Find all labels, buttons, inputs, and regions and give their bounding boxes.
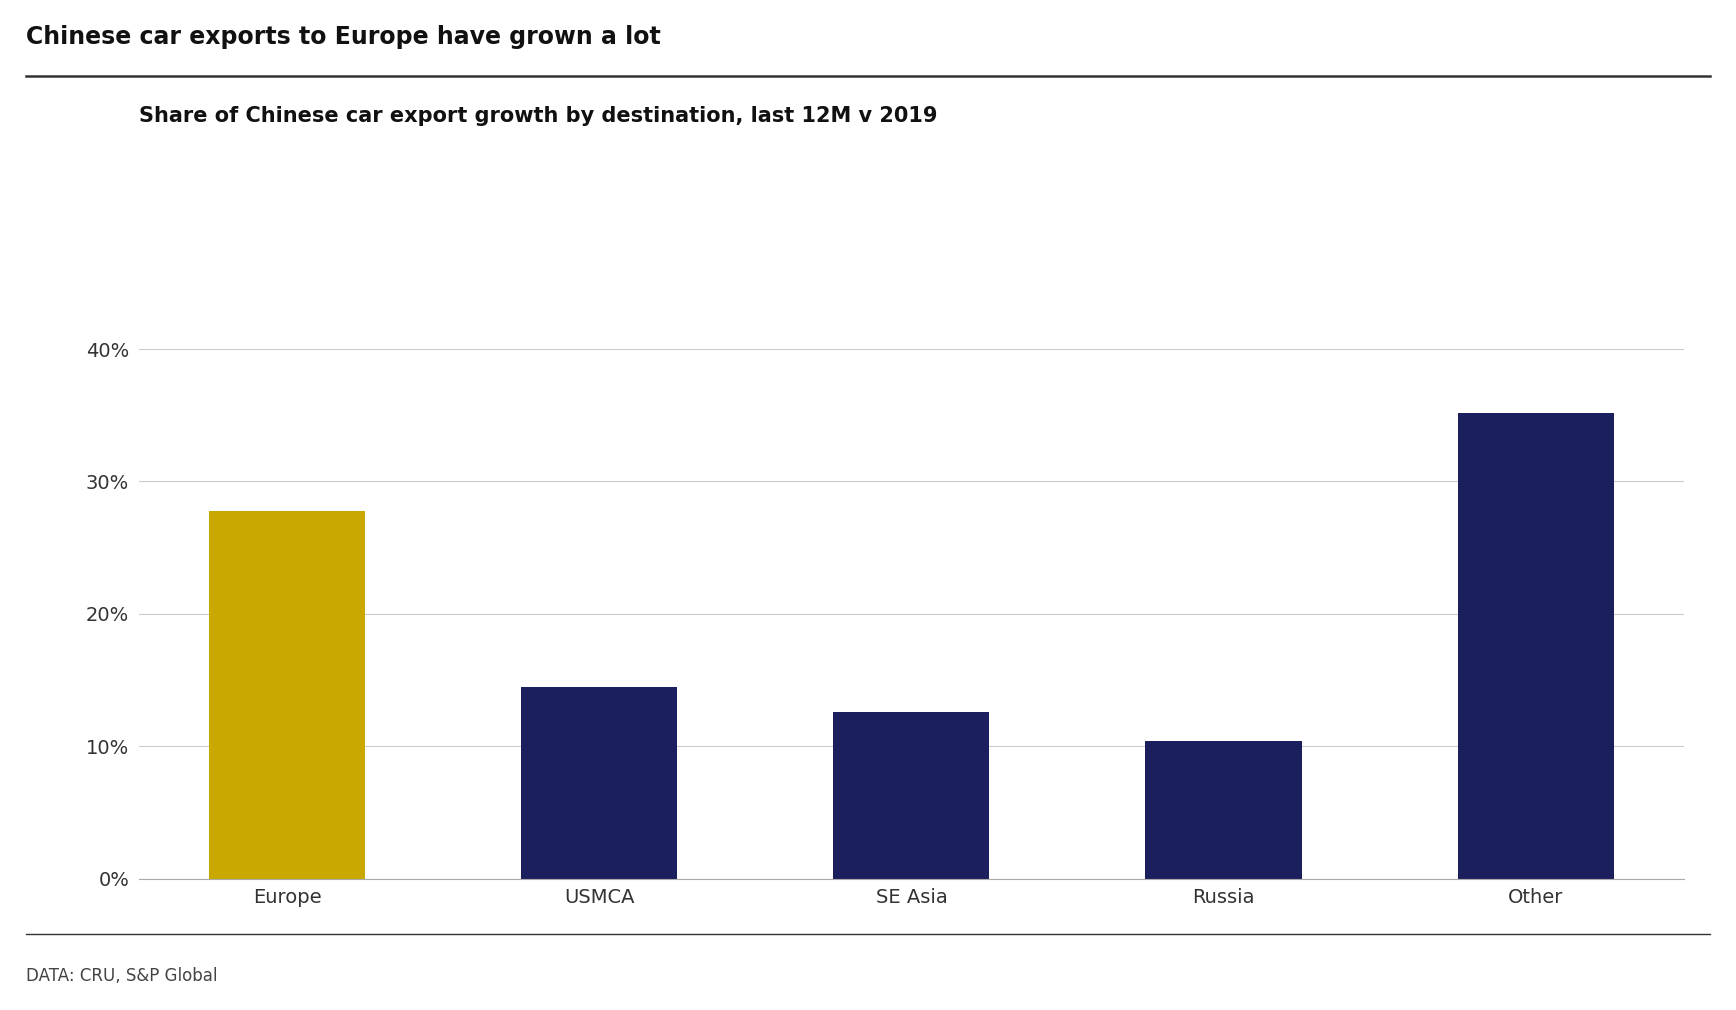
Bar	[521, 687, 677, 879]
Bar	[833, 712, 990, 879]
Text: DATA: CRU, S&P Global: DATA: CRU, S&P Global	[26, 967, 217, 985]
Text: Share of Chinese car export growth by destination, last 12M v 2019: Share of Chinese car export growth by de…	[139, 106, 937, 126]
Text: Chinese car exports to Europe have grown a lot: Chinese car exports to Europe have grown…	[26, 25, 661, 49]
Bar	[1458, 412, 1614, 879]
Bar	[208, 511, 365, 879]
Bar	[1146, 741, 1302, 879]
